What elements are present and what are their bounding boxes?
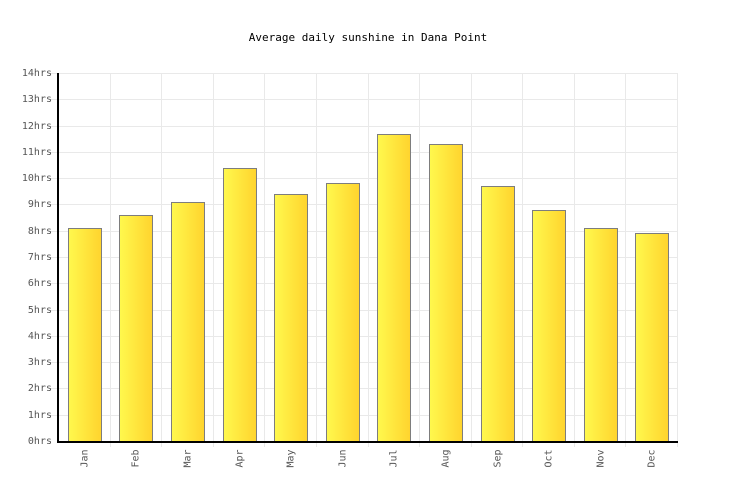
x-tick-label: Apr bbox=[234, 449, 245, 468]
y-axis-tick bbox=[50, 388, 57, 389]
x-axis-tick bbox=[677, 443, 678, 447]
bar-may bbox=[274, 193, 309, 441]
y-tick-label: 1hrs bbox=[27, 410, 52, 421]
y-axis-tick bbox=[50, 336, 57, 337]
y-axis-tick bbox=[50, 257, 57, 258]
gridline-vertical bbox=[625, 73, 626, 441]
x-axis-tick bbox=[522, 443, 523, 447]
y-tick-label: 2hrs bbox=[27, 383, 52, 394]
x-tick-label: Feb bbox=[130, 449, 142, 468]
y-axis-tick bbox=[50, 152, 57, 153]
x-tick-label: Jun bbox=[337, 449, 349, 468]
x-axis-tick bbox=[264, 443, 265, 447]
x-tick-label: Jul bbox=[388, 449, 400, 468]
gridline-vertical bbox=[213, 73, 214, 441]
x-tick-label: Mar bbox=[182, 449, 194, 468]
y-tick-label: 4hrs bbox=[27, 331, 52, 342]
x-tick-label: May bbox=[285, 449, 297, 468]
bar-nov bbox=[583, 228, 618, 441]
gridline-vertical bbox=[161, 73, 162, 441]
bar-mar bbox=[171, 201, 205, 441]
x-tick-label: Nov bbox=[595, 449, 607, 468]
y-axis-tick bbox=[50, 310, 57, 311]
y-axis-tick bbox=[50, 178, 57, 179]
y-axis-tick bbox=[50, 99, 57, 100]
y-tick-label: 14hrs bbox=[21, 68, 52, 79]
x-tick-label: Jan bbox=[79, 449, 91, 468]
gridline-vertical bbox=[419, 73, 420, 441]
x-axis-tick bbox=[625, 443, 626, 447]
x-tick-label: Oct bbox=[543, 449, 555, 468]
x-tick-label: Sep bbox=[492, 449, 503, 468]
y-tick-label: 13hrs bbox=[21, 94, 52, 105]
bar-apr bbox=[222, 167, 257, 441]
gridline-vertical bbox=[471, 73, 472, 441]
y-axis-tick bbox=[50, 415, 57, 416]
y-tick-label: 0hrs bbox=[27, 436, 52, 447]
y-tick-label: 6hrs bbox=[27, 278, 52, 289]
x-axis-tick bbox=[316, 443, 317, 447]
y-axis-tick bbox=[50, 362, 57, 363]
plot-area bbox=[50, 73, 678, 447]
chart-title: Average daily sunshine in Dana Point bbox=[248, 31, 488, 44]
x-axis-tick bbox=[471, 443, 472, 447]
x-axis-tick bbox=[368, 443, 369, 447]
bar-oct bbox=[532, 209, 566, 441]
x-axis-tick bbox=[110, 443, 111, 447]
x-axis-tick bbox=[574, 443, 575, 447]
gridline-vertical bbox=[574, 73, 575, 441]
bar-jun bbox=[325, 183, 360, 441]
x-tick-label: Dec bbox=[646, 449, 658, 468]
gridline-vertical bbox=[522, 73, 523, 441]
bar-jul bbox=[377, 133, 412, 441]
y-axis-tick bbox=[50, 126, 57, 127]
bar-dec bbox=[635, 233, 670, 441]
y-axis-tick bbox=[50, 283, 57, 284]
gridline-vertical bbox=[110, 73, 111, 441]
y-tick-label: 7hrs bbox=[27, 252, 52, 263]
x-axis-tick bbox=[213, 443, 214, 447]
gridline-vertical bbox=[368, 73, 369, 441]
y-tick-label: 3hrs bbox=[27, 357, 52, 368]
bar-sep bbox=[480, 186, 515, 441]
bar-feb bbox=[119, 214, 154, 441]
y-tick-label: 5hrs bbox=[27, 305, 52, 316]
bar-aug bbox=[428, 144, 463, 441]
y-tick-label: 12hrs bbox=[21, 121, 52, 132]
x-tick-label: Aug bbox=[440, 449, 452, 468]
y-tick-label: 8hrs bbox=[27, 226, 52, 237]
y-tick-label: 11hrs bbox=[21, 147, 52, 158]
y-tick-label: 10hrs bbox=[21, 173, 52, 184]
y-axis-tick bbox=[50, 73, 57, 74]
x-axis-tick bbox=[161, 443, 162, 447]
gridline-vertical bbox=[677, 73, 678, 441]
x-axis-tick bbox=[419, 443, 420, 447]
bar-jan bbox=[67, 228, 102, 441]
y-axis-tick bbox=[50, 231, 57, 232]
y-tick-label: 9hrs bbox=[27, 199, 52, 210]
gridline-vertical bbox=[316, 73, 317, 441]
gridline-vertical bbox=[264, 73, 265, 441]
y-axis-tick bbox=[50, 204, 57, 205]
